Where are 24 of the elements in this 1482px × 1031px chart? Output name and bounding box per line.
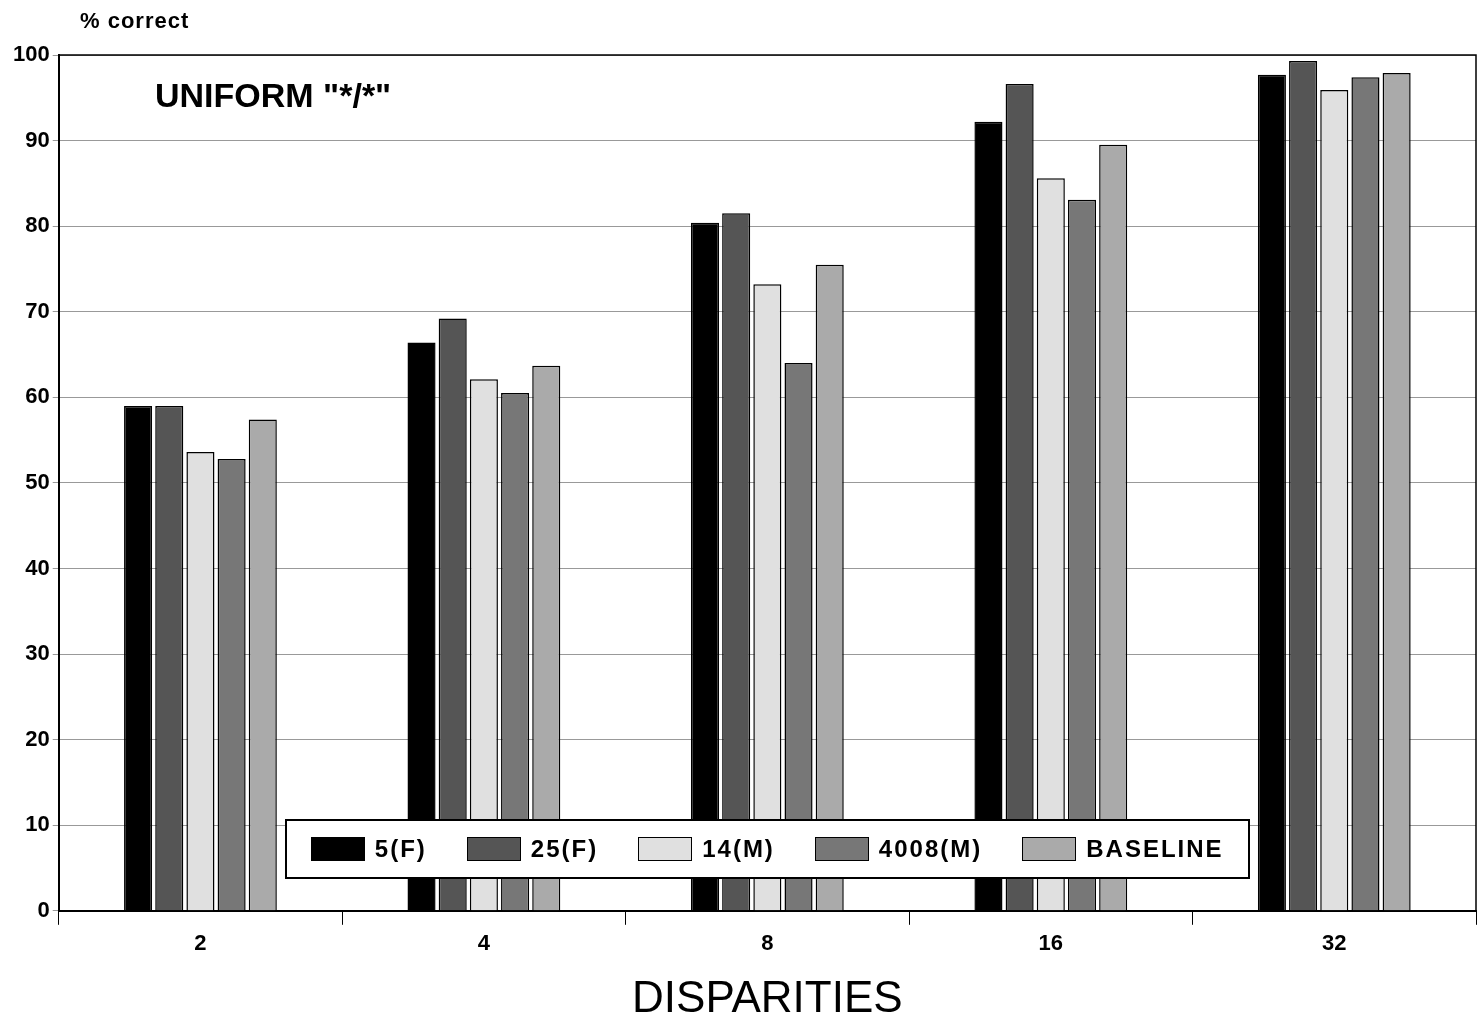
y-tick-label: 0 — [37, 896, 50, 922]
x-axis-title: DISPARITIES — [632, 971, 903, 1021]
x-tick-label: 4 — [477, 930, 491, 956]
y-tick-label: 60 — [25, 383, 50, 409]
y-tick-label: 100 — [12, 41, 50, 67]
y-tick-label: 90 — [25, 126, 50, 152]
y-tick-label: 10 — [25, 811, 50, 837]
legend-label: 5(F) — [374, 834, 427, 863]
y-tick-label: 20 — [25, 725, 50, 751]
x-tick-label: 2 — [194, 930, 207, 956]
y-axis-title: % correct — [80, 8, 190, 34]
y-tick-label: 80 — [25, 212, 50, 238]
legend-label: BASELINE — [1086, 834, 1224, 863]
y-tick-label: 50 — [25, 468, 50, 494]
x-tick-label: 16 — [1038, 930, 1064, 956]
legend-label: 4008(M) — [878, 834, 983, 863]
y-tick-label: 70 — [25, 297, 50, 323]
x-tick-label: 32 — [1322, 930, 1347, 956]
text: UNIFORM "*/*" — [155, 76, 392, 115]
legend-label: 25(F) — [530, 834, 599, 863]
y-tick-label: 40 — [25, 554, 50, 580]
legend-label: 14(M) — [702, 834, 775, 863]
x-tick-label: 8 — [761, 930, 774, 956]
y-tick-label: 30 — [25, 640, 50, 666]
